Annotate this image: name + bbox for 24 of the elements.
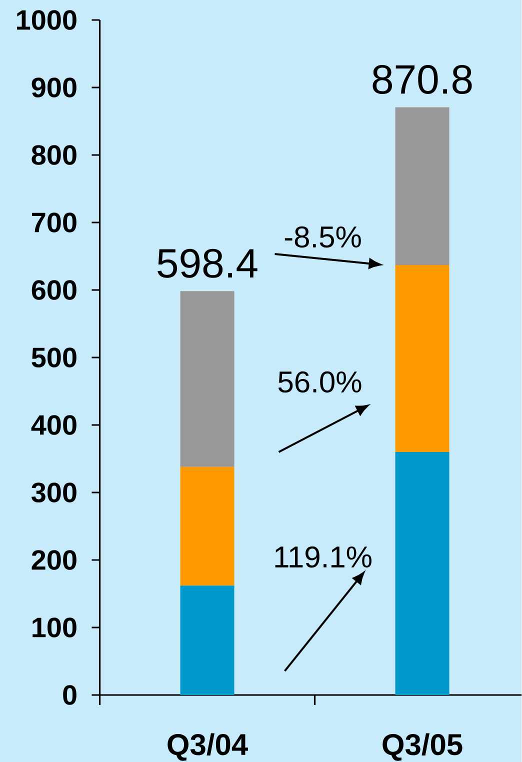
total-label: 870.8 <box>372 64 472 94</box>
x-tick-label: Q3/04 <box>168 733 248 761</box>
y-tick-label: 900 <box>32 78 77 98</box>
bar <box>180 466 234 586</box>
y-tick-label: 800 <box>32 145 77 165</box>
y-tick-label: 500 <box>32 348 77 368</box>
y-tick-label: 400 <box>31 415 77 435</box>
annotation: 56.0% <box>278 371 362 393</box>
y-tick-label: 1000 <box>17 10 77 30</box>
y-tick-label: 600 <box>32 280 77 300</box>
y-tick-label: 100 <box>32 618 77 638</box>
annotation: -8.5% <box>285 226 361 248</box>
y-tick-label: 300 <box>32 482 77 502</box>
total-label: 598.4 <box>158 248 258 278</box>
bar <box>395 107 450 266</box>
bar <box>395 265 450 452</box>
annotation: 119.1% <box>275 546 372 568</box>
y-tick-label: 200 <box>32 550 77 570</box>
y-tick-label: 700 <box>32 212 77 232</box>
bar <box>395 452 450 695</box>
bar <box>180 291 234 467</box>
bar <box>180 586 234 695</box>
x-tick-label: Q3/05 <box>382 733 462 761</box>
y-tick-label: 0 <box>63 685 77 705</box>
